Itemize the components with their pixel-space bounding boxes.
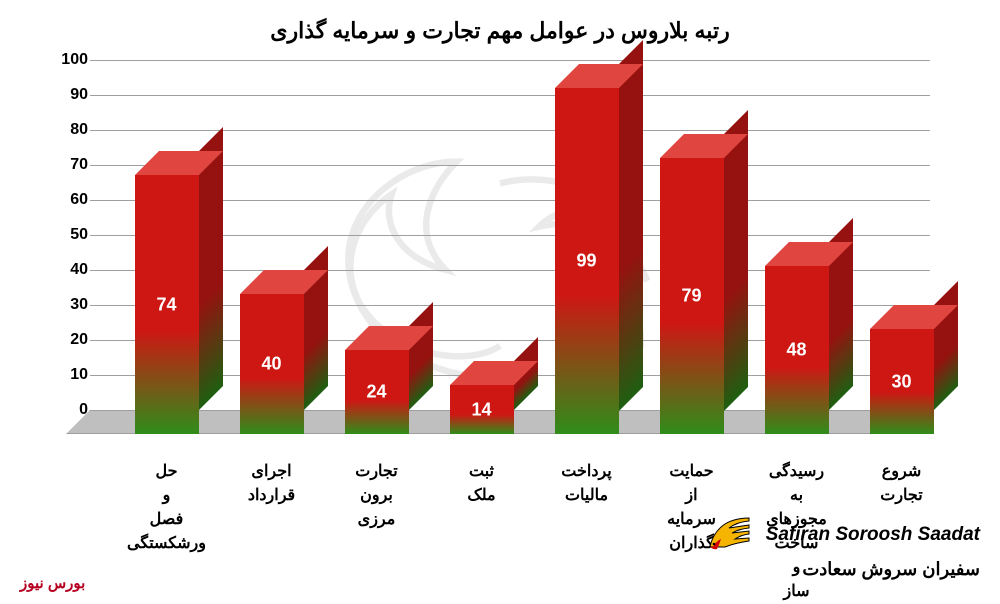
bar-side — [934, 281, 958, 410]
bar: 74 — [135, 175, 199, 434]
bird-wing-icon — [705, 512, 755, 557]
bar: 30 — [870, 329, 934, 434]
y-axis-labels: 0102030405060708090100 — [50, 60, 88, 410]
bar: 24 — [345, 350, 409, 434]
bar-side — [619, 40, 643, 411]
brand-logo: Safiran Soroosh Saadat سفیران سروش سعادت — [705, 512, 980, 580]
bar: 40 — [240, 294, 304, 434]
x-tick-label: حلوفصلورشکستگی — [114, 460, 219, 556]
y-tick-label: 10 — [70, 366, 88, 384]
y-tick-label: 30 — [70, 296, 88, 314]
bar-value-label: 30 — [891, 371, 911, 392]
y-tick-label: 60 — [70, 191, 88, 209]
x-tick-label: اجرایقرارداد — [219, 460, 324, 508]
bar-value-label: 14 — [471, 399, 491, 420]
y-tick-label: 100 — [61, 51, 88, 69]
bar-value-label: 24 — [366, 382, 386, 403]
footer-credit: بورس نیوز — [20, 574, 85, 592]
y-tick-label: 20 — [70, 331, 88, 349]
bar-value-label: 74 — [156, 294, 176, 315]
y-tick-label: 90 — [70, 86, 88, 104]
y-tick-label: 40 — [70, 261, 88, 279]
x-tick-label: شروعتجارت — [849, 460, 954, 508]
bar-value-label: 99 — [576, 250, 596, 271]
bar: 99 — [555, 88, 619, 435]
bar: 79 — [660, 158, 724, 435]
y-tick-label: 50 — [70, 226, 88, 244]
logo-text-en: Safiran Soroosh Saadat — [766, 524, 980, 546]
chart-plot-area: 3048799914244074 — [90, 60, 930, 410]
bar-value-label: 40 — [261, 354, 281, 375]
bar-value-label: 79 — [681, 285, 701, 306]
logo-text-fa: سفیران سروش سعادت — [705, 559, 980, 580]
x-tick-label: ثبتملک — [429, 460, 534, 508]
x-tick-label: تجارتبرونمرزی — [324, 460, 429, 532]
chart-bars-container: 3048799914244074 — [90, 60, 930, 410]
y-tick-label: 80 — [70, 121, 88, 139]
y-tick-label: 70 — [70, 156, 88, 174]
chart-title: رتبه بلاروس در عوامل مهم تجارت و سرمایه … — [0, 0, 1000, 54]
bar-value-label: 48 — [786, 340, 806, 361]
bar: 48 — [765, 266, 829, 434]
bar-side — [409, 302, 433, 410]
x-tick-label: پرداختمالیات — [534, 460, 639, 508]
bar: 14 — [450, 385, 514, 434]
